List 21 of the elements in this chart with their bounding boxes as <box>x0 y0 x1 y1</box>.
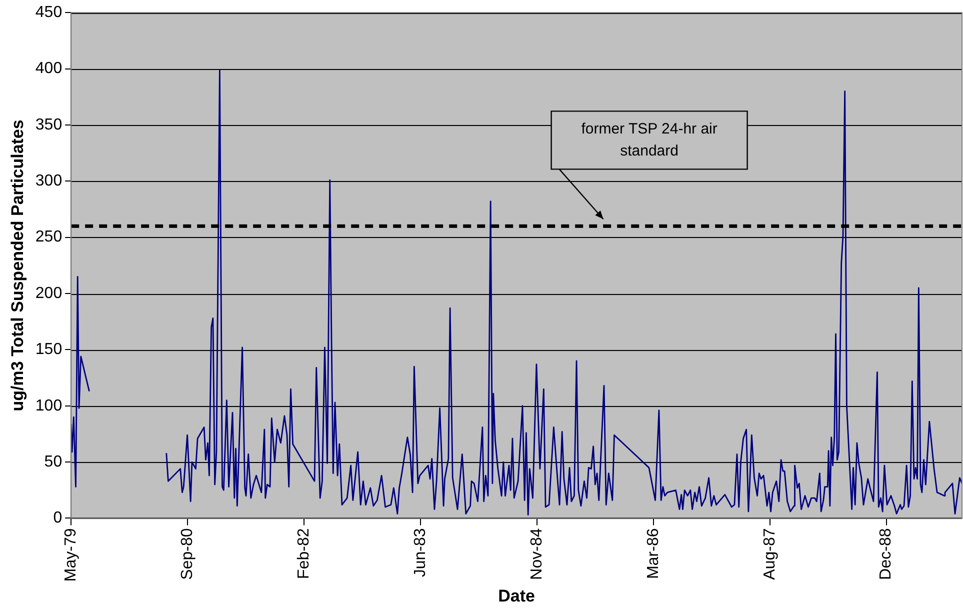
y-tick-label: 300 <box>35 172 62 190</box>
y-tick-label: 150 <box>35 341 62 358</box>
y-tick-label: 250 <box>35 228 62 246</box>
x-tick-label: Dec-88 <box>878 528 895 580</box>
x-tick-label: Mar-86 <box>644 528 662 579</box>
y-tick-label: 0 <box>53 510 62 527</box>
ref-line-label: former TSP 24-hr air standard <box>581 120 718 160</box>
x-axis-title: Date <box>498 586 535 606</box>
x-tick-label: May-79 <box>62 528 80 582</box>
y-tick-label: 200 <box>35 284 62 302</box>
x-tick-label: Feb-82 <box>295 528 312 579</box>
y-tick-label: 350 <box>35 116 62 134</box>
y-axis-title: ug/m3 Total Suspended Particulates <box>8 120 27 412</box>
x-tick-label: Jun-83 <box>412 528 429 578</box>
x-tick-label: Aug-87 <box>761 528 778 580</box>
x-tick-label: Nov-84 <box>528 528 546 580</box>
y-tick-label: 450 <box>35 4 62 22</box>
y-tick-label: 50 <box>44 453 62 470</box>
y-tick-label: 100 <box>35 397 62 414</box>
x-tick-label: Sep-80 <box>178 528 196 580</box>
y-tick-label: 400 <box>35 60 62 78</box>
